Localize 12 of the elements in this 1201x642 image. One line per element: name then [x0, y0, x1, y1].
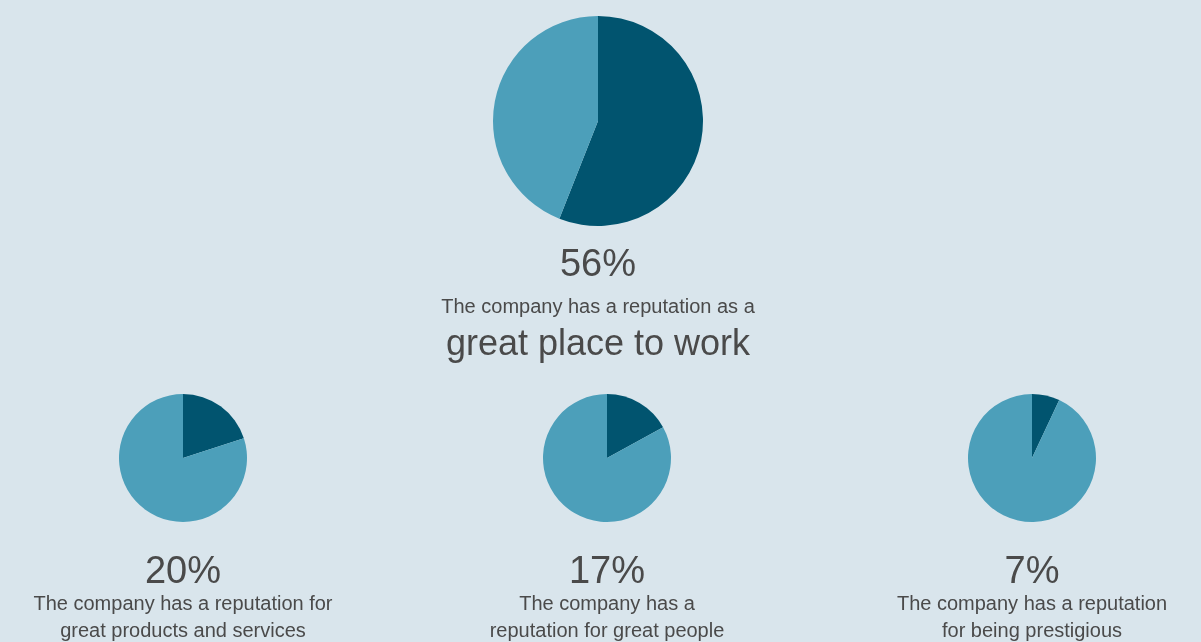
text: 20% [144, 549, 222, 591]
text: The company has a reputation for [33, 592, 333, 614]
text: for being prestigious [941, 619, 1123, 641]
text: The company has a reputation as a [441, 295, 756, 317]
text: 17% [568, 549, 646, 591]
text: 56% [559, 242, 637, 284]
text: The company has a [519, 592, 696, 614]
text: great products and services [60, 619, 306, 641]
text: reputation for great people [489, 619, 725, 641]
text: 7% [1004, 549, 1060, 591]
text: The company has a reputation [896, 592, 1168, 614]
text: great place to work [445, 321, 752, 363]
